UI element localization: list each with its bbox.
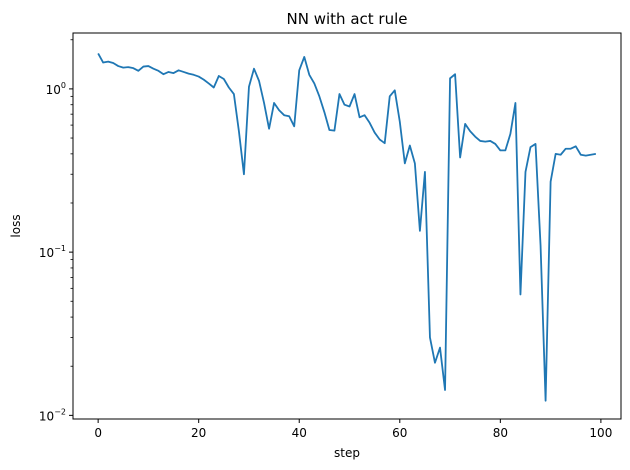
chart-title: NN with act rule — [287, 10, 408, 28]
series-line-0 — [97, 52, 597, 402]
axes-frame — [72, 32, 622, 420]
y-axis-ticks: 10−2 10−1 100 — [39, 39, 73, 423]
y-tick-label: 100 — [46, 81, 66, 97]
y-tick-label: 10−1 — [39, 244, 66, 260]
x-tick-label: 0 — [94, 426, 102, 440]
x-axis-label: step — [334, 446, 360, 460]
x-tick-label: 20 — [191, 426, 206, 440]
x-tick-label: 80 — [493, 426, 508, 440]
x-tick-label: 40 — [292, 426, 307, 440]
y-tick-label: 10−2 — [39, 407, 66, 423]
x-tick-label: 60 — [392, 426, 407, 440]
x-axis-ticks: 0 20 40 60 80 100 — [94, 419, 612, 440]
plot-area — [97, 52, 597, 402]
y-axis-label: loss — [9, 214, 23, 237]
x-tick-label: 100 — [589, 426, 612, 440]
